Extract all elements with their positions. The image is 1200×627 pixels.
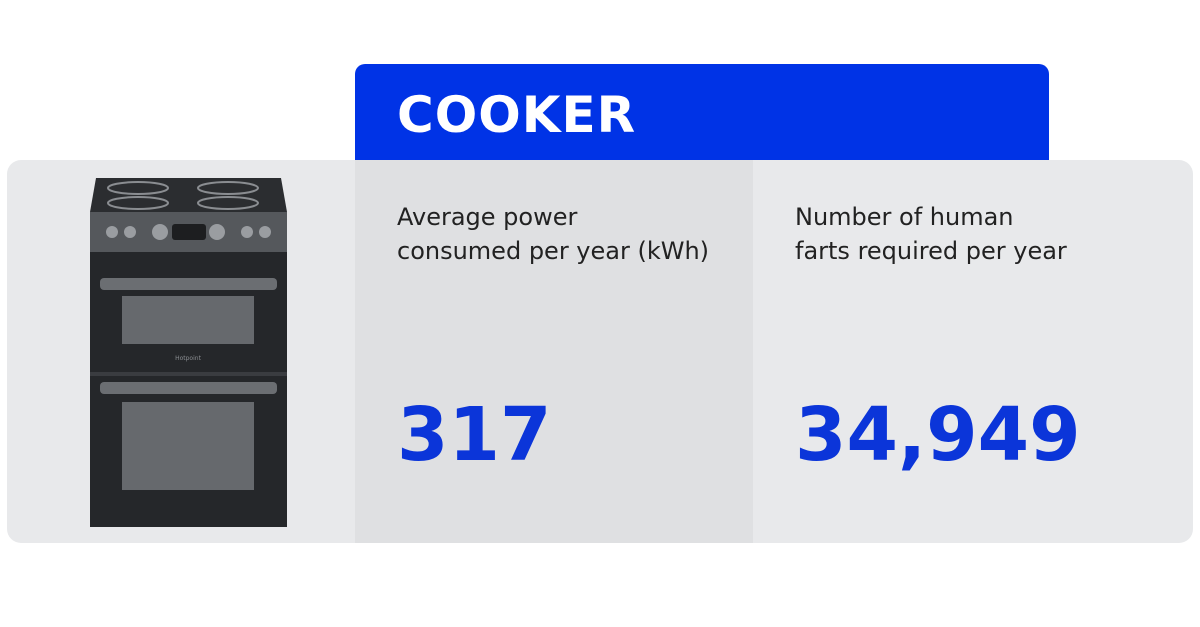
stat-column: Number of human farts required per year … (753, 160, 1193, 543)
cooker-illustration: Hotpoint (90, 178, 287, 527)
stat-value: 317 (397, 392, 552, 478)
label-line: farts required per year (795, 237, 1067, 265)
title: COOKER (397, 86, 637, 144)
stat-label: Number of human farts required per year (795, 200, 1067, 268)
brand-label: Hotpoint (175, 355, 201, 362)
label-line: consumed per year (kWh) (397, 237, 710, 265)
label-line: Average power (397, 203, 578, 231)
stat-label: Average power consumed per year (kWh) (397, 200, 709, 268)
title-tab: COOKER (355, 64, 1049, 160)
stat-column: Average power consumed per year (kWh) 31… (355, 160, 753, 543)
label-line: Number of human (795, 203, 1014, 231)
stat-value: 34,949 (795, 392, 1081, 478)
